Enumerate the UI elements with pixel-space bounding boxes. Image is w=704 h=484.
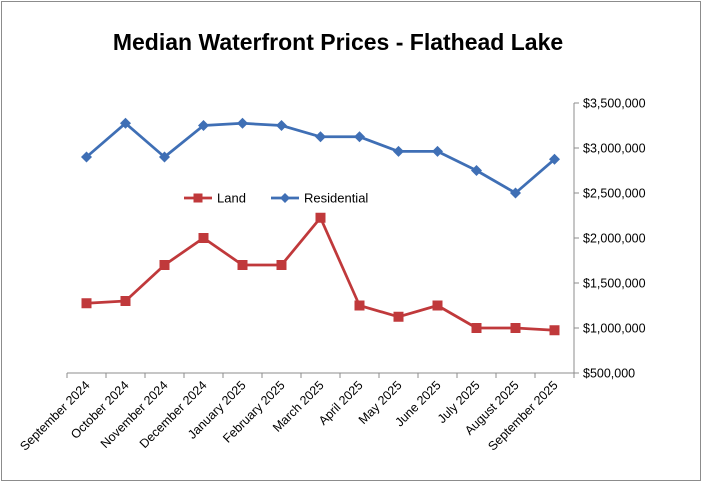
data-point-land bbox=[120, 296, 131, 306]
plot-series bbox=[81, 117, 560, 336]
data-point-residential bbox=[432, 145, 443, 157]
y-tick-label: $1,000,000 bbox=[583, 322, 646, 336]
legend: Land Residential bbox=[184, 191, 368, 206]
legend-item-residential: Residential bbox=[271, 191, 368, 206]
data-point-residential bbox=[120, 117, 131, 129]
data-point-land bbox=[315, 212, 326, 223]
data-point-residential bbox=[549, 153, 560, 165]
data-point-residential bbox=[81, 151, 92, 163]
x-tick-label: September 2025 bbox=[485, 378, 560, 453]
data-point-land bbox=[81, 298, 92, 309]
data-point-land bbox=[393, 311, 404, 322]
data-point-land bbox=[237, 260, 248, 270]
data-point-land bbox=[198, 233, 209, 243]
legend-label-land: Land bbox=[217, 191, 246, 206]
y-tick-label: $1,500,000 bbox=[583, 277, 646, 291]
data-point-residential bbox=[354, 131, 365, 143]
data-point-residential bbox=[315, 131, 326, 143]
legend-marker-residential bbox=[280, 193, 290, 203]
x-tick-label: November 2024 bbox=[98, 378, 171, 451]
data-point-residential bbox=[159, 151, 170, 163]
series-line-land bbox=[86, 216, 555, 332]
data-point-residential bbox=[276, 120, 287, 131]
y-tick-label: $3,000,000 bbox=[583, 142, 646, 156]
data-point-land bbox=[549, 325, 560, 336]
data-point-residential bbox=[198, 120, 209, 131]
data-point-land bbox=[159, 260, 170, 270]
axes: $500,000 $1,000,000 $1,500,000 $2,000,000 $2… bbox=[17, 97, 645, 454]
chart-title: Median Waterfront Prices - Flathead Lake bbox=[113, 29, 563, 55]
x-tick-label: September 2024 bbox=[17, 378, 92, 453]
legend-label-residential: Residential bbox=[304, 191, 368, 206]
x-tick-label: December 2024 bbox=[137, 378, 210, 451]
data-point-land bbox=[432, 300, 443, 311]
data-point-residential bbox=[510, 187, 521, 199]
data-point-land bbox=[510, 323, 521, 333]
y-tick-label: $2,000,000 bbox=[583, 232, 646, 246]
y-tick-label: $2,500,000 bbox=[583, 187, 646, 201]
data-point-residential bbox=[393, 145, 404, 157]
y-tick-label: $500,000 bbox=[583, 367, 635, 381]
data-point-residential bbox=[471, 165, 482, 176]
data-point-land bbox=[471, 323, 482, 333]
data-point-land bbox=[354, 300, 365, 311]
legend-item-land: Land bbox=[184, 191, 246, 206]
data-point-residential bbox=[237, 117, 248, 129]
y-tick-label: $3,500,000 bbox=[583, 97, 646, 111]
legend-marker-land bbox=[193, 193, 203, 203]
data-point-land bbox=[276, 260, 287, 270]
